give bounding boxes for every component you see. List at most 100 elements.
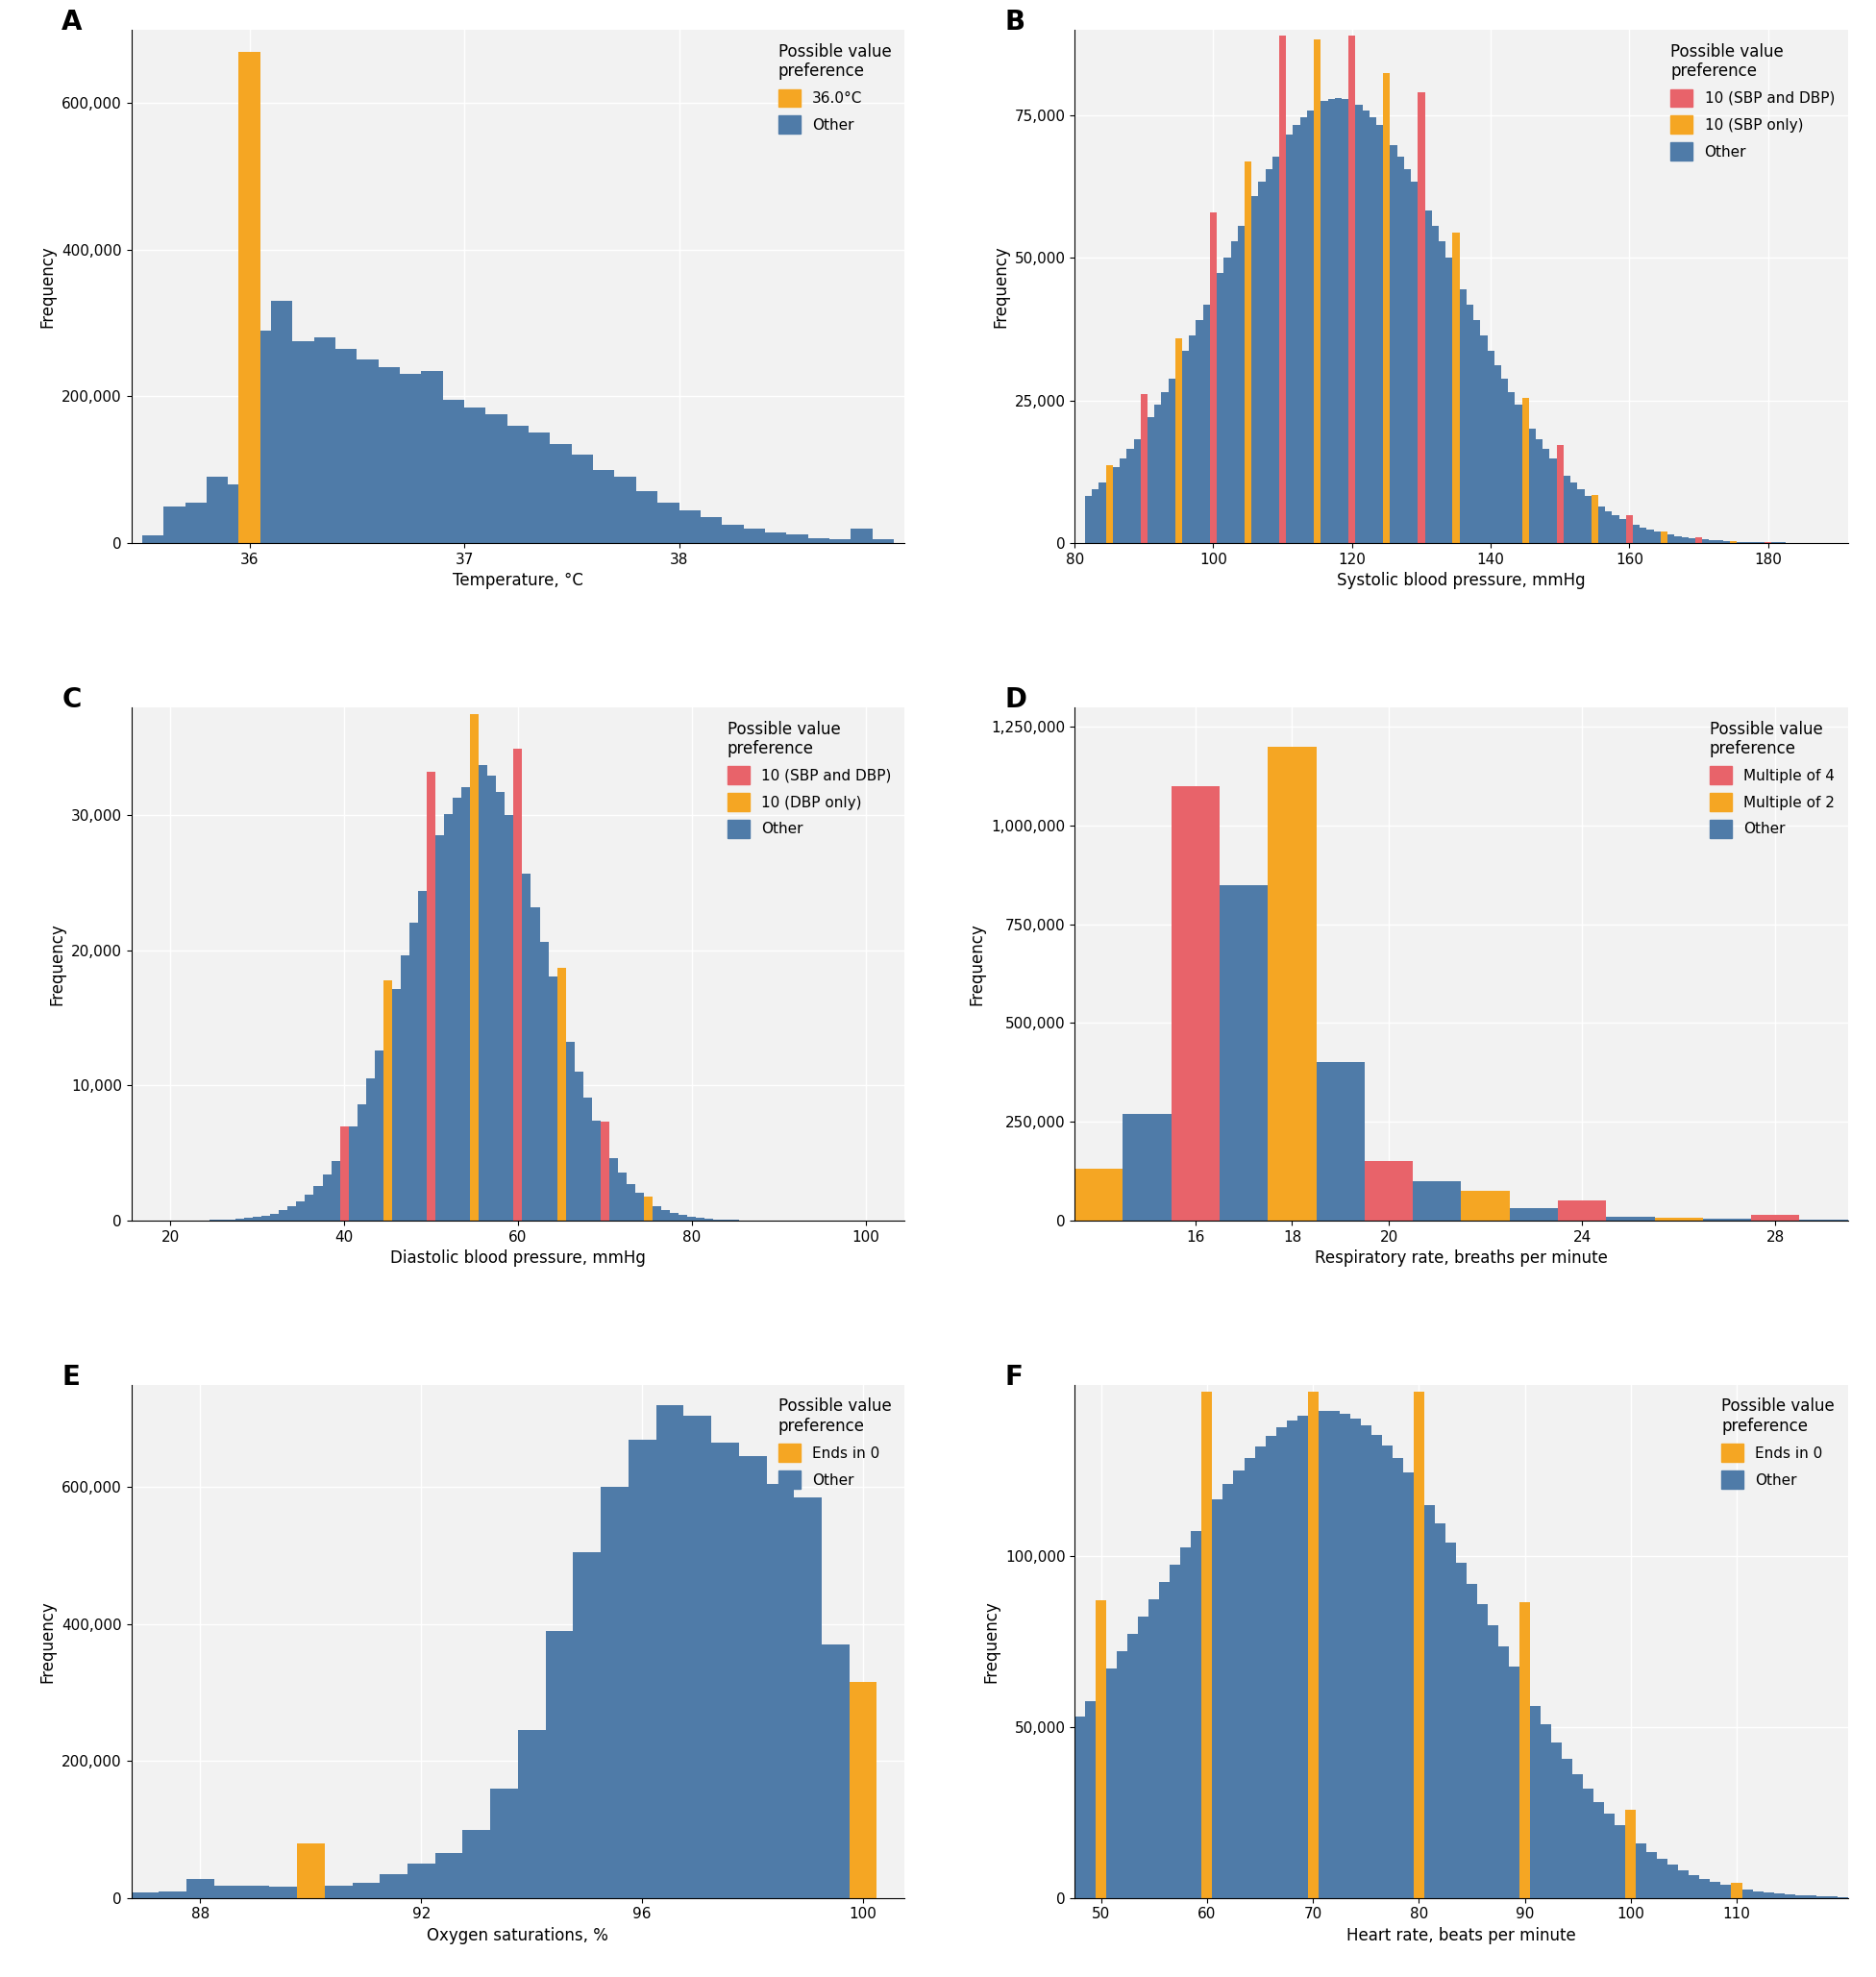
Bar (445, 815, 452, 1220)
X-axis label: Temperature, °C: Temperature, °C (452, 571, 583, 589)
Bar (1655, 1218, 1703, 1220)
Bar (1107, 1669, 1116, 1898)
Bar (1174, 338, 1182, 544)
Bar (1105, 465, 1112, 544)
Bar (1431, 225, 1439, 544)
Bar (711, 1443, 739, 1898)
Bar (1139, 1617, 1148, 1898)
Bar (206, 476, 229, 544)
Bar (486, 415, 507, 544)
Bar (1501, 380, 1508, 544)
Bar (261, 1216, 270, 1220)
Bar (1203, 304, 1210, 544)
Bar (1075, 1716, 1084, 1898)
Bar (1688, 1874, 1700, 1898)
Bar (1169, 380, 1174, 544)
Bar (657, 1406, 683, 1898)
Bar (1750, 1214, 1799, 1220)
Bar (1508, 391, 1516, 544)
Bar (1223, 1485, 1234, 1898)
Bar (1161, 391, 1169, 544)
Bar (1148, 1599, 1159, 1898)
Bar (1308, 1392, 1319, 1898)
Bar (407, 1864, 435, 1898)
Bar (1593, 1801, 1604, 1898)
Bar (683, 1416, 711, 1898)
Bar (1640, 528, 1647, 544)
Bar (852, 528, 872, 544)
Bar (1154, 405, 1161, 544)
Bar (375, 1052, 383, 1220)
Bar (1688, 538, 1696, 544)
Bar (435, 1852, 463, 1898)
X-axis label: Respiratory rate, breaths per minute: Respiratory rate, breaths per minute (1315, 1249, 1608, 1267)
Bar (1371, 1435, 1383, 1898)
Bar (238, 51, 261, 544)
Bar (767, 1485, 794, 1898)
Bar (1264, 168, 1272, 544)
Y-axis label: Frequency: Frequency (968, 923, 987, 1004)
Bar (1435, 1524, 1445, 1898)
Bar (1516, 405, 1521, 544)
Bar (1219, 886, 1268, 1220)
Bar (131, 1892, 159, 1898)
Bar (786, 536, 809, 544)
Bar (600, 1121, 610, 1220)
Bar (1426, 212, 1431, 544)
Bar (1578, 490, 1585, 544)
Bar (1244, 160, 1251, 544)
Bar (1313, 40, 1321, 544)
Bar (443, 399, 463, 544)
Bar (1763, 1892, 1773, 1898)
Bar (293, 342, 313, 544)
Bar (1191, 1530, 1203, 1898)
Bar (600, 1487, 628, 1898)
Bar (1112, 467, 1120, 544)
Bar (583, 1097, 591, 1220)
Bar (518, 1730, 546, 1898)
Bar (1488, 350, 1493, 544)
Bar (366, 1079, 375, 1220)
X-axis label: Heart rate, beats per minute: Heart rate, beats per minute (1347, 1928, 1576, 1943)
Bar (463, 1829, 490, 1898)
Bar (1720, 1884, 1732, 1898)
Bar (1392, 1457, 1403, 1898)
Bar (325, 1886, 353, 1898)
Bar (1520, 1601, 1531, 1898)
Bar (546, 1631, 574, 1898)
Bar (743, 528, 765, 544)
Bar (1681, 538, 1688, 544)
X-axis label: Diastolic blood pressure, mmHg: Diastolic blood pressure, mmHg (390, 1249, 645, 1267)
Bar (700, 518, 722, 544)
Bar (1583, 1789, 1593, 1898)
Legend: 36.0°C, Other: 36.0°C, Other (773, 38, 897, 140)
Bar (1563, 1760, 1572, 1898)
Bar (1591, 494, 1598, 544)
Bar (1171, 787, 1219, 1220)
Bar (1296, 1416, 1308, 1898)
Bar (1223, 257, 1231, 544)
Bar (574, 1552, 600, 1898)
Bar (1668, 1864, 1679, 1898)
Bar (1189, 336, 1197, 544)
Bar (340, 1127, 349, 1220)
Bar (1411, 182, 1418, 544)
Bar (332, 1160, 340, 1220)
Bar (1499, 1647, 1508, 1898)
Text: C: C (62, 686, 81, 714)
Bar (1341, 99, 1349, 544)
Bar (1293, 125, 1300, 544)
Bar (356, 360, 379, 544)
Bar (1377, 125, 1383, 544)
Bar (418, 892, 426, 1220)
Bar (1203, 1392, 1212, 1898)
Bar (1510, 1208, 1557, 1220)
Bar (461, 787, 471, 1220)
Bar (1418, 93, 1426, 544)
Bar (1653, 532, 1660, 544)
Bar (163, 506, 186, 544)
Text: A: A (62, 10, 83, 36)
Bar (1364, 1160, 1413, 1220)
Bar (1460, 289, 1467, 544)
Bar (739, 1457, 767, 1898)
